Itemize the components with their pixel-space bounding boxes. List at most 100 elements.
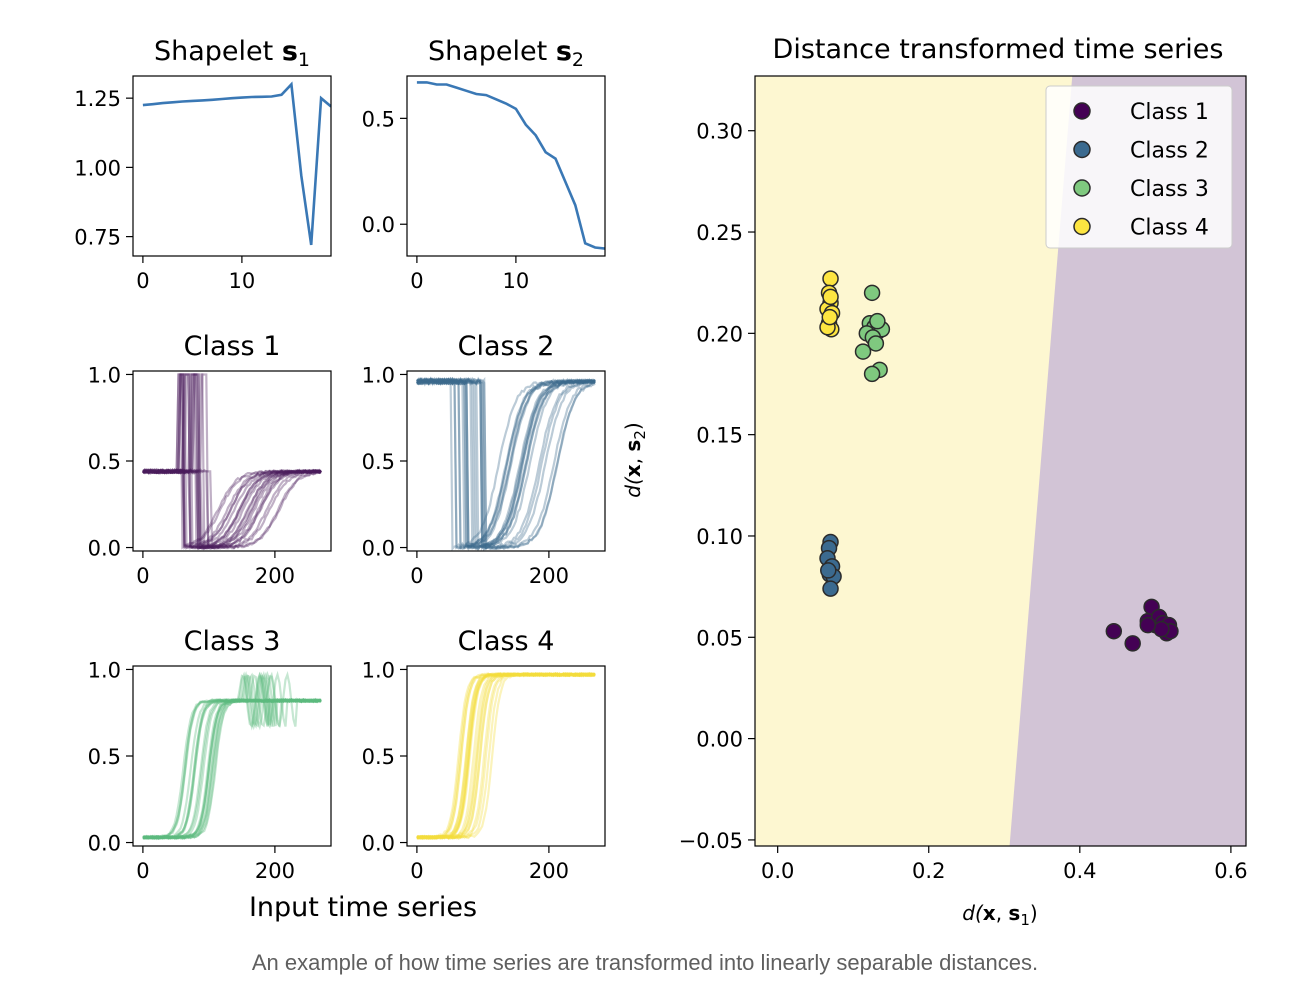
shapelet-line xyxy=(142,81,331,246)
series-line xyxy=(416,672,596,840)
series-line xyxy=(416,376,596,550)
series-line xyxy=(416,376,596,550)
series-line xyxy=(142,697,322,840)
series-line xyxy=(416,377,596,550)
series-line xyxy=(142,698,322,840)
series-line xyxy=(142,373,322,550)
series-line xyxy=(142,373,322,550)
y-tick-label: 1.25 xyxy=(74,87,121,111)
series-line xyxy=(142,468,322,548)
y-tick-label: 0.15 xyxy=(696,424,743,448)
series-line xyxy=(415,377,596,550)
point-class-3 xyxy=(863,365,881,383)
y-tick-label: 0.0 xyxy=(362,537,395,561)
series-line xyxy=(416,671,596,840)
series-line xyxy=(416,377,596,550)
series-line xyxy=(142,697,322,840)
series-line xyxy=(416,376,596,549)
axes-frame xyxy=(132,665,332,847)
point-class-3 xyxy=(867,335,885,352)
panel-title: Class 4 xyxy=(458,626,555,657)
series-line xyxy=(142,698,322,840)
y-tick-label: 0.30 xyxy=(696,120,743,144)
y-tick-label: 0.10 xyxy=(696,525,743,549)
y-tick-label: 0.0 xyxy=(88,537,121,561)
plot-area xyxy=(416,671,596,841)
series-line xyxy=(416,377,596,551)
x-axis-label: d(x, s1) xyxy=(962,901,1037,929)
y-axis-label: d(x, s2) xyxy=(621,422,649,497)
axes-frame xyxy=(132,75,332,257)
series-line xyxy=(416,377,596,550)
panel-3: 0 200 0.0 0.5 1.0 xyxy=(88,363,332,588)
series-line xyxy=(142,671,322,840)
y-tick-label: −0.05 xyxy=(679,829,743,853)
series-line xyxy=(416,671,596,841)
axes-frame xyxy=(406,665,606,847)
x-tick-label: 200 xyxy=(255,564,295,588)
series-line xyxy=(416,376,596,550)
point-class-1 xyxy=(1153,620,1170,638)
series-line xyxy=(142,697,322,840)
series-line xyxy=(416,672,596,840)
series-line xyxy=(142,697,322,840)
series-line xyxy=(142,698,322,841)
point-class-2 xyxy=(820,562,837,579)
figure-caption: An example of how time series are transf… xyxy=(251,950,1039,975)
series-line xyxy=(416,376,596,549)
series-line xyxy=(142,697,322,840)
series-line xyxy=(416,671,596,840)
series-line xyxy=(416,377,596,550)
panel-2: 0 10 0.0 0.5 xyxy=(362,75,606,293)
series-line xyxy=(415,376,596,551)
series-line xyxy=(142,671,322,840)
scatter-title: Distance transformed time series xyxy=(773,34,1224,65)
x-tick-label: 200 xyxy=(529,859,569,883)
shared-xlabel: Input time series xyxy=(249,892,477,923)
y-tick-label: 1.0 xyxy=(88,658,121,682)
series-line xyxy=(416,672,596,840)
series-line xyxy=(416,672,596,840)
series-line xyxy=(416,672,596,840)
series-line xyxy=(142,468,322,550)
series-line xyxy=(416,377,596,550)
y-tick-label: 0.0 xyxy=(362,213,395,237)
y-tick-label: 0.5 xyxy=(88,450,121,474)
point-class-4 xyxy=(822,270,839,287)
legend-label: Class 2 xyxy=(1130,139,1209,164)
series-line xyxy=(416,671,596,840)
panel-title: Shapelet s1 xyxy=(154,36,310,71)
x-tick-label: 10 xyxy=(229,269,256,293)
panel-6: 0 200 0.0 0.5 1.0 xyxy=(362,658,606,883)
series-line xyxy=(416,377,596,551)
series-line xyxy=(142,670,322,840)
point-class-4 xyxy=(821,308,839,326)
series-line xyxy=(416,672,596,840)
panel-1: 0 10 0.75 1.00 1.25 xyxy=(74,75,332,293)
series-line xyxy=(142,373,322,549)
series-line xyxy=(141,373,322,550)
series-line xyxy=(416,377,596,546)
series-line xyxy=(415,377,596,551)
point-class-3 xyxy=(854,343,872,360)
point-class-3 xyxy=(863,284,881,302)
x-tick-label: 0 xyxy=(136,859,149,883)
y-tick-label: 1.0 xyxy=(362,658,395,682)
legend-marker xyxy=(1073,102,1091,120)
series-line xyxy=(142,373,322,550)
series-line xyxy=(416,672,596,840)
series-line xyxy=(142,468,322,548)
y-tick-label: 0.75 xyxy=(74,226,121,250)
y-tick-label: 0.0 xyxy=(88,832,121,856)
x-tick-label: 0.0 xyxy=(761,859,794,883)
series-line xyxy=(142,373,322,550)
plot-area xyxy=(415,376,596,551)
series-line xyxy=(416,671,596,840)
x-tick-label: 0.6 xyxy=(1214,859,1247,883)
series-line xyxy=(142,697,322,840)
y-tick-label: 0.20 xyxy=(696,322,743,346)
x-tick-label: 0 xyxy=(410,859,423,883)
legend: Class 1 Class 2 Class 3 Class 4 xyxy=(1045,85,1233,249)
series-line xyxy=(142,698,322,840)
series-line xyxy=(416,377,596,551)
